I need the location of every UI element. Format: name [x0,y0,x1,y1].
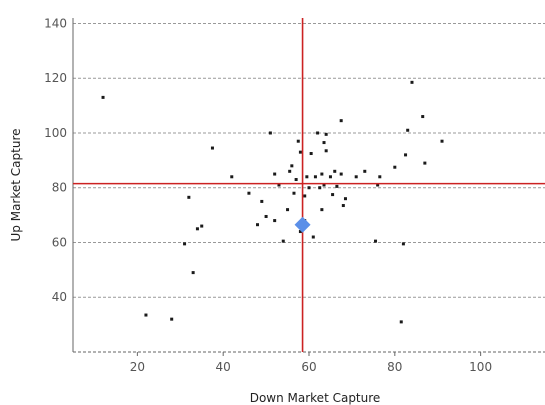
data-point [421,115,425,119]
data-point [393,165,397,169]
data-point [268,131,272,135]
data-point [256,223,260,227]
data-point [363,169,367,173]
data-point [410,80,414,84]
data-point [313,175,317,179]
data-point [281,239,285,243]
data-point [335,184,339,188]
y-tick-label: 80 [52,181,67,195]
data-point [404,153,408,157]
data-point [101,95,105,99]
data-point [406,128,410,132]
data-point [318,186,322,190]
y-tick-label: 40 [52,290,67,304]
x-ticks: 20 40 60 80 100 [130,352,492,374]
data-point [316,131,320,135]
data-point [324,132,328,136]
data-point [320,208,324,212]
highlight-point[interactable] [294,216,311,233]
data-point [292,191,296,195]
data-point [309,152,313,156]
data-point [247,191,251,195]
data-point [294,178,298,182]
data-point [195,227,199,231]
data-point [298,150,302,154]
data-point [320,172,324,176]
data-point [298,230,302,234]
x-tick-label: 80 [387,360,402,374]
data-point [307,186,311,190]
y-axis-label: Up Market Capture [9,129,23,242]
data-point [399,320,403,324]
data-point [144,313,148,317]
data-point [378,175,382,179]
data-point [311,235,315,239]
data-point [328,175,332,179]
data-point [305,175,309,179]
x-tick-label: 40 [216,360,231,374]
x-tick-label: 60 [301,360,316,374]
x-axis-label: Down Market Capture [250,391,381,405]
y-tick-label: 100 [44,126,67,140]
y-ticks: 40 60 80 100 120 140 [44,16,67,304]
data-point [170,317,174,321]
data-point [324,149,328,153]
data-point [288,169,292,173]
data-point [331,193,335,197]
data-point [277,183,281,187]
data-point [303,194,307,198]
data-point [273,172,277,176]
data-point [339,119,343,123]
data-point [333,169,337,173]
data-point [440,139,444,143]
data-point [290,164,294,168]
x-tick-label: 100 [469,360,492,374]
data-point [376,183,380,187]
data-point [210,146,214,150]
data-point [273,219,277,223]
data-point [260,199,264,203]
data-point [423,161,427,165]
data-point [322,183,326,187]
data-point [374,239,378,243]
data-point [401,242,405,246]
x-tick-label: 20 [130,360,145,374]
data-point [354,175,358,179]
data-point [187,195,191,199]
y-tick-label: 140 [44,16,67,30]
data-point [343,197,347,201]
y-tick-label: 120 [44,71,67,85]
data-point [341,204,345,208]
data-point [286,208,290,212]
data-points [101,80,444,324]
data-point [264,214,268,218]
data-point [296,139,300,143]
data-point [183,242,187,246]
data-point [230,175,234,179]
data-point [200,224,204,228]
data-point [191,271,195,275]
data-point [322,141,326,145]
y-tick-label: 60 [52,235,67,249]
data-point [339,172,343,176]
